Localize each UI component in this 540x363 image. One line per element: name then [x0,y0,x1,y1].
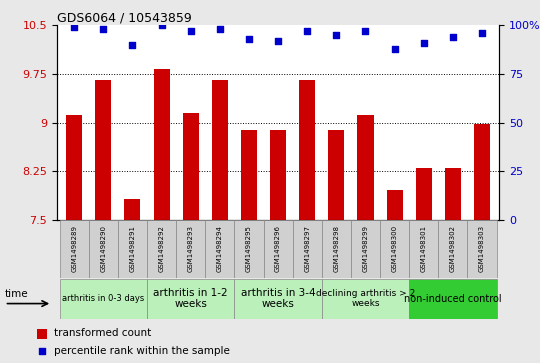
Point [99,26,107,32]
Bar [322,220,351,278]
Bar [183,113,199,363]
Text: GSM1498289: GSM1498289 [71,225,77,272]
Bar [351,220,380,278]
Bar [270,130,286,363]
Bar [59,278,147,319]
Bar [328,130,345,363]
Point [303,28,312,34]
Text: transformed count: transformed count [54,328,151,338]
Text: GSM1498296: GSM1498296 [275,225,281,272]
Text: GDS6064 / 10543859: GDS6064 / 10543859 [57,11,192,24]
Bar [416,168,432,363]
Text: GSM1498303: GSM1498303 [479,225,485,272]
Text: GSM1498301: GSM1498301 [421,225,427,272]
Bar [241,130,257,363]
Text: GSM1498295: GSM1498295 [246,225,252,272]
Bar [124,199,140,363]
Point [38,348,46,354]
Bar [37,329,48,339]
Text: percentile rank within the sample: percentile rank within the sample [54,346,229,356]
Bar [234,278,322,319]
Bar [293,220,322,278]
Bar [409,220,438,278]
Point [245,36,253,42]
Bar [147,278,234,319]
Point [186,28,195,34]
Bar [89,220,118,278]
Bar [205,220,234,278]
Bar [387,191,403,363]
Bar [445,168,461,363]
Text: GSM1498297: GSM1498297 [304,225,310,272]
Point [478,30,487,36]
Bar [264,220,293,278]
Bar [118,220,147,278]
Point [361,28,370,34]
Text: GSM1498300: GSM1498300 [392,225,397,272]
Text: GSM1498290: GSM1498290 [100,225,106,272]
Text: GSM1498293: GSM1498293 [188,225,194,272]
Bar [438,220,468,278]
Bar [212,81,228,363]
Text: declining arthritis > 2
weeks: declining arthritis > 2 weeks [316,289,415,308]
Point [128,42,137,48]
Point [70,24,78,30]
Text: GSM1498292: GSM1498292 [159,225,165,272]
Bar [380,220,409,278]
Bar [147,220,176,278]
Text: arthritis in 3-4
weeks: arthritis in 3-4 weeks [241,288,315,309]
Bar [468,220,497,278]
Bar [95,81,111,363]
Bar [59,220,89,278]
Bar [474,124,490,363]
Bar [322,278,409,319]
Bar [409,278,497,319]
Text: GSM1498302: GSM1498302 [450,225,456,272]
Point [274,38,282,44]
Text: GSM1498299: GSM1498299 [362,225,368,272]
Bar [153,69,170,363]
Point [420,40,428,46]
Point [332,32,341,38]
Text: GSM1498298: GSM1498298 [333,225,339,272]
Bar [66,115,82,363]
Text: arthritis in 0-3 days: arthritis in 0-3 days [62,294,144,303]
Bar [176,220,205,278]
Bar [299,81,315,363]
Bar [234,220,264,278]
Text: time: time [4,289,28,298]
Text: GSM1498291: GSM1498291 [130,225,136,272]
Text: arthritis in 1-2
weeks: arthritis in 1-2 weeks [153,288,228,309]
Bar [357,115,374,363]
Point [449,34,457,40]
Text: non-induced control: non-induced control [404,294,502,303]
Point [390,46,399,52]
Point [215,26,224,32]
Text: GSM1498294: GSM1498294 [217,225,223,272]
Point [157,23,166,28]
